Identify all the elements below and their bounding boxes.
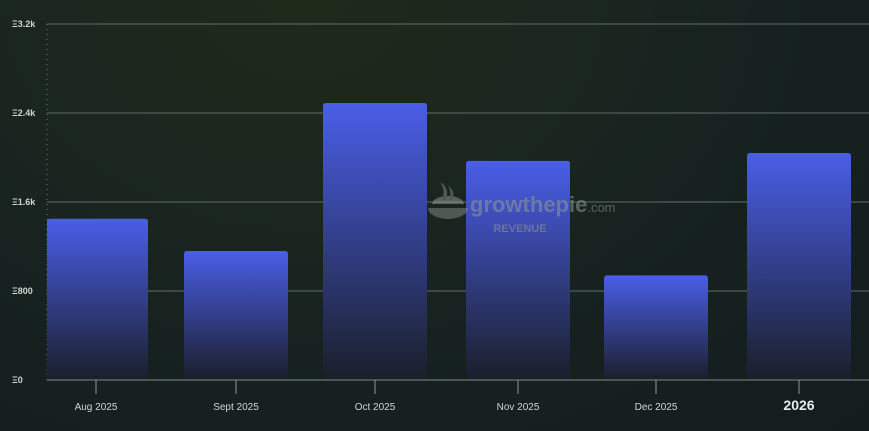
bar-2026[interactable] [747, 153, 851, 380]
bars-group [47, 102, 851, 381]
y-tick-label: Ξ2.4k [12, 108, 36, 118]
watermark-brand: growthepie.com [470, 192, 616, 217]
y-tick-label: Ξ3.2k [12, 19, 36, 29]
x-tick-label: Sept 2025 [213, 402, 259, 413]
y-tick-label: Ξ0 [12, 375, 23, 385]
bar-oct-2025[interactable] [323, 102, 427, 381]
y-axis-ticks: Ξ0 Ξ800 Ξ1.6k Ξ2.4k Ξ3.2k [12, 19, 36, 385]
y-tick-label: Ξ800 [12, 286, 33, 296]
growthepie-logo-icon [428, 182, 468, 219]
x-tick-label: Nov 2025 [497, 402, 540, 413]
x-axis-ticks: Aug 2025 Sept 2025 Oct 2025 Nov 2025 Dec 202… [75, 380, 815, 413]
bar-nov-2025[interactable] [466, 160, 570, 380]
bar-aug-2025[interactable] [47, 218, 148, 380]
x-tick-label: Aug 2025 [75, 402, 118, 413]
watermark: growthepie.com REVENUE [428, 182, 616, 235]
y-tick-label: Ξ1.6k [12, 197, 36, 207]
watermark-subtitle: REVENUE [493, 223, 546, 235]
grid-lines [47, 23, 869, 292]
bar-sept-2025[interactable] [184, 250, 288, 380]
x-tick-label: Oct 2025 [355, 402, 396, 413]
x-tick-label: Dec 2025 [635, 402, 678, 413]
x-tick-label: 2026 [783, 397, 814, 413]
bar-dec-2025[interactable] [604, 275, 708, 380]
